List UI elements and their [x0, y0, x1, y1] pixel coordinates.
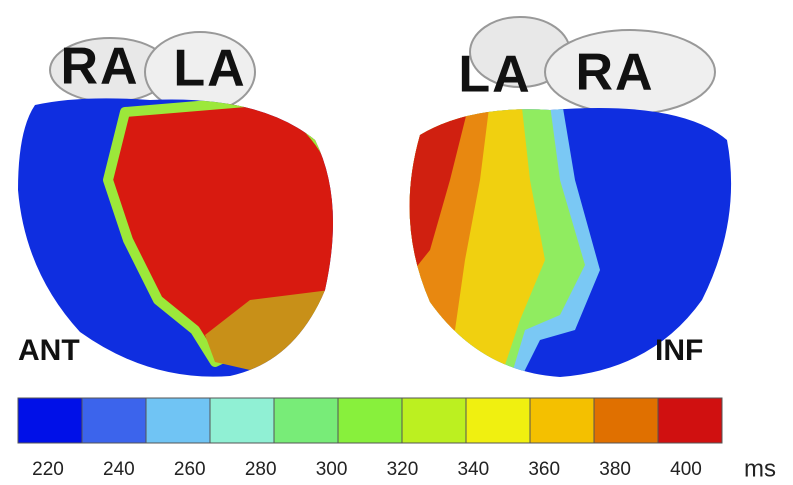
color-box: [466, 398, 530, 443]
color-box: [82, 398, 146, 443]
colorbar-tick: 320: [387, 459, 419, 480]
colorbar-unit: ms: [744, 455, 776, 482]
colorbar-tick: 400: [670, 459, 702, 480]
color-box: [18, 398, 82, 443]
colorbar: 220 240 260 280 300 320 340 360 380 400: [18, 398, 722, 480]
colorbar-tick: 260: [174, 459, 206, 480]
colorbar-tick: 280: [245, 459, 277, 480]
color-box: [530, 398, 594, 443]
atrium-label: RA: [60, 38, 139, 96]
atrium-label: RA: [575, 44, 654, 102]
color-box: [594, 398, 658, 443]
colorbar-tick: 340: [457, 459, 489, 480]
colorbar-tick: 360: [528, 459, 560, 480]
colorbar-tick: 240: [103, 459, 135, 480]
colorbar-tick: 380: [599, 459, 631, 480]
atrium-label: LA: [458, 46, 531, 104]
heart-inferior: LA RA INF: [390, 17, 750, 390]
color-box: [146, 398, 210, 443]
colorbar-tick: 300: [316, 459, 348, 480]
colorbar-tick: 220: [32, 459, 64, 480]
view-label: INF: [655, 334, 703, 367]
color-box: [338, 398, 402, 443]
color-box: [658, 398, 722, 443]
figure: RA LA ANT LA RA INF 220 240 260 280 300 320 34…: [0, 0, 793, 485]
heart-anterior: RA LA ANT: [0, 32, 360, 390]
color-box: [402, 398, 466, 443]
view-label: ANT: [18, 334, 80, 367]
atrium-label: LA: [173, 40, 246, 98]
color-box: [274, 398, 338, 443]
color-box: [210, 398, 274, 443]
